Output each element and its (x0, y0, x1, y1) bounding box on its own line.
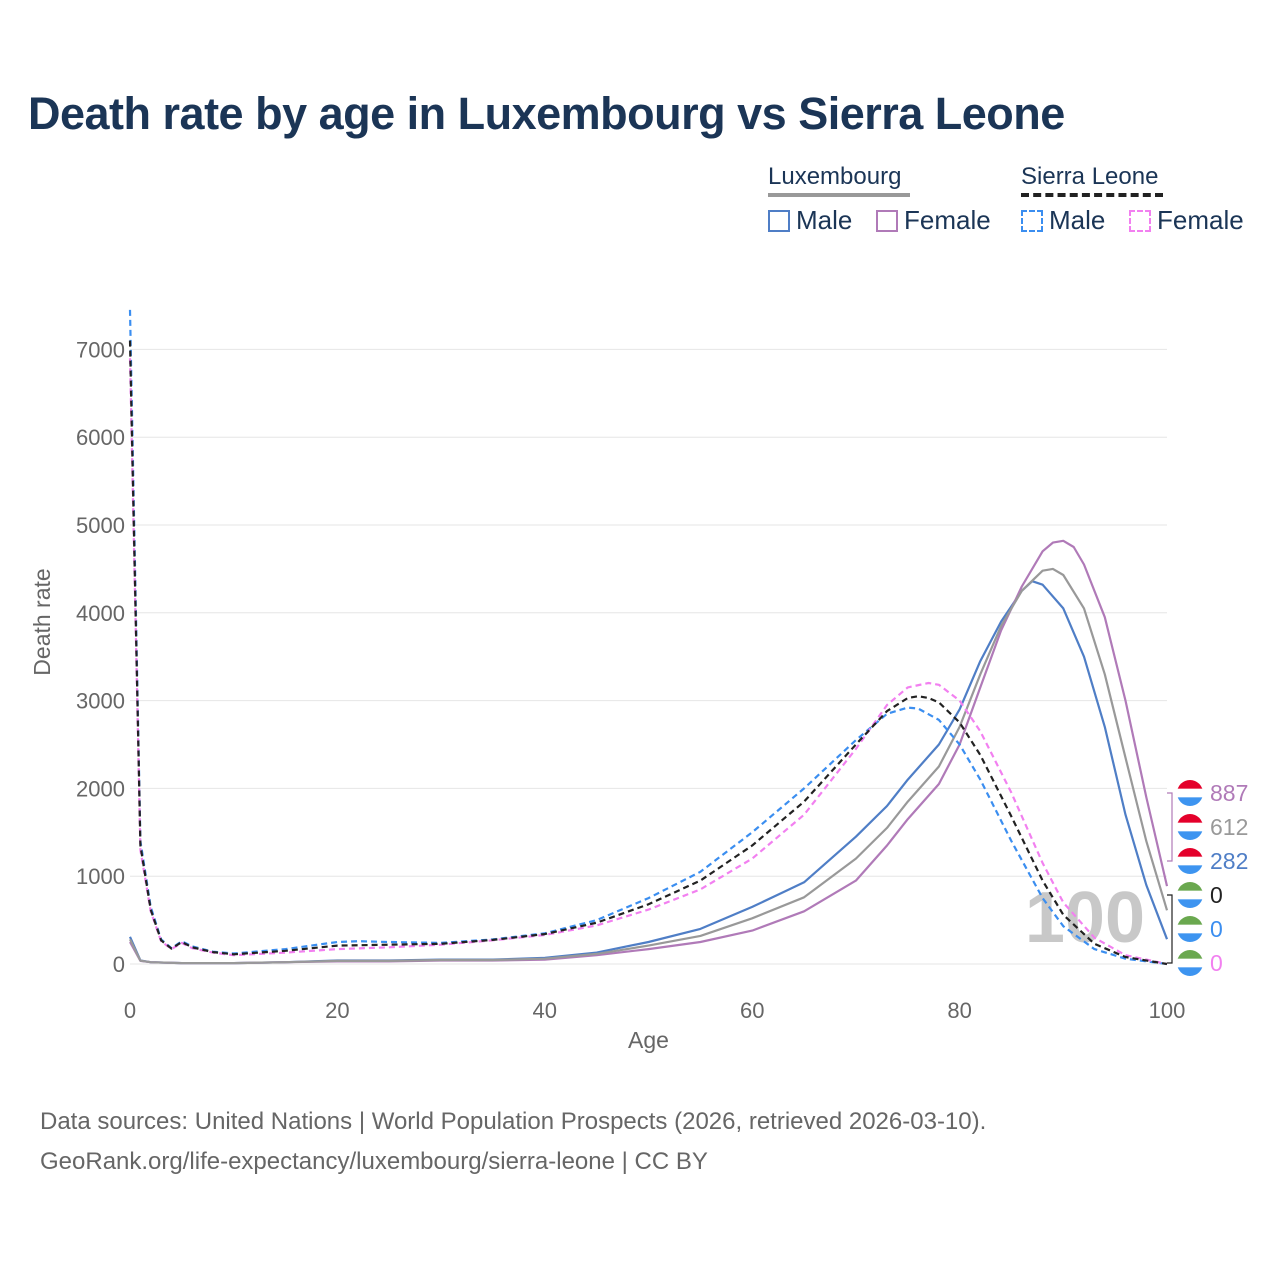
y-tick-label: 7000 (76, 337, 125, 362)
legend-swatch-sierra-leone-male (1021, 209, 1043, 232)
legend-swatch-luxembourg-female (876, 209, 898, 232)
x-tick-label: 80 (947, 998, 971, 1023)
series-layer (128, 309, 1169, 966)
legend-item-sierra-leone-male[interactable]: Male (1021, 205, 1105, 236)
legend-swatch-luxembourg-male (768, 209, 790, 232)
flag-icon-sierra-leone (1177, 882, 1203, 908)
end-value-label: 282 (1210, 848, 1248, 874)
y-axis-title: Death rate (29, 568, 55, 675)
legend-label-sierra-leone-female: Female (1157, 205, 1244, 235)
end-label-layer: 887 612 282 0 0 0 (1167, 780, 1248, 976)
end-value-label: 0 (1210, 916, 1223, 942)
y-tick-label: 3000 (76, 689, 125, 714)
end-bracket-sierra-leone (1167, 894, 1173, 964)
legend-item-luxembourg-male[interactable]: Male (768, 205, 852, 236)
y-tick-label: 4000 (76, 601, 125, 626)
source-line-1: Data sources: United Nations | World Pop… (40, 1108, 987, 1135)
series-line-sierra-leone-female[interactable] (128, 358, 1168, 966)
series-line-luxembourg-total[interactable] (129, 567, 1169, 965)
series-line-sierra-leone-male[interactable] (128, 309, 1168, 966)
x-tick-label: 0 (124, 998, 136, 1023)
axis-layer: 0 1000 2000 3000 4000 5000 6000 7000 0 20 40 60 80 10… (29, 337, 1185, 1053)
source-line-2[interactable]: GeoRank.org/life-expectancy/luxembourg/s… (40, 1148, 708, 1175)
flag-icon-luxembourg (1177, 814, 1203, 840)
legend-swatch-sierra-leone-female (1129, 209, 1151, 232)
end-value-label: 612 (1210, 814, 1248, 840)
x-tick-label: 60 (740, 998, 764, 1023)
series-line-luxembourg-female[interactable] (129, 539, 1169, 965)
legend-item-sierra-leone-female[interactable]: Female (1129, 205, 1244, 236)
y-tick-label: 1000 (76, 864, 125, 889)
y-tick-label: 5000 (76, 513, 125, 538)
legend-label-luxembourg-male: Male (796, 205, 853, 235)
x-tick-label: 100 (1149, 998, 1186, 1023)
flag-icon-sierra-leone (1177, 950, 1203, 976)
legend-label-sierra-leone-male: Male (1049, 205, 1106, 235)
legend-line-sierra-leone (1021, 193, 1163, 197)
legend-group-sierra-leone[interactable]: Sierra Leone (1021, 163, 1159, 190)
x-tick-label: 40 (533, 998, 557, 1023)
grid-layer (130, 348, 1167, 965)
legend-group-luxembourg[interactable]: Luxembourg (768, 163, 902, 190)
series-line-luxembourg-male[interactable] (128, 580, 1169, 965)
end-value-label: 0 (1210, 950, 1223, 976)
legend-line-luxembourg (768, 193, 910, 197)
end-value-label: 887 (1210, 780, 1248, 806)
age-watermark: 100 (1025, 878, 1145, 958)
chart-title: Death rate by age in Luxembourg vs Sierr… (28, 88, 1065, 139)
legend-label-luxembourg-female: Female (904, 205, 991, 235)
x-tick-label: 20 (325, 998, 349, 1023)
flag-icon-luxembourg (1177, 848, 1203, 874)
y-tick-label: 6000 (76, 425, 125, 450)
flag-icon-sierra-leone (1177, 916, 1203, 942)
legend-item-luxembourg-female[interactable]: Female (876, 205, 991, 236)
series-line-sierra-leone-total[interactable] (128, 340, 1168, 966)
x-axis-title: Age (628, 1027, 669, 1053)
flag-icon-luxembourg (1177, 780, 1203, 806)
end-bracket-luxembourg (1167, 792, 1173, 862)
y-tick-label: 2000 (76, 776, 125, 801)
end-value-label: 0 (1210, 882, 1223, 908)
y-tick-label: 0 (113, 952, 125, 977)
